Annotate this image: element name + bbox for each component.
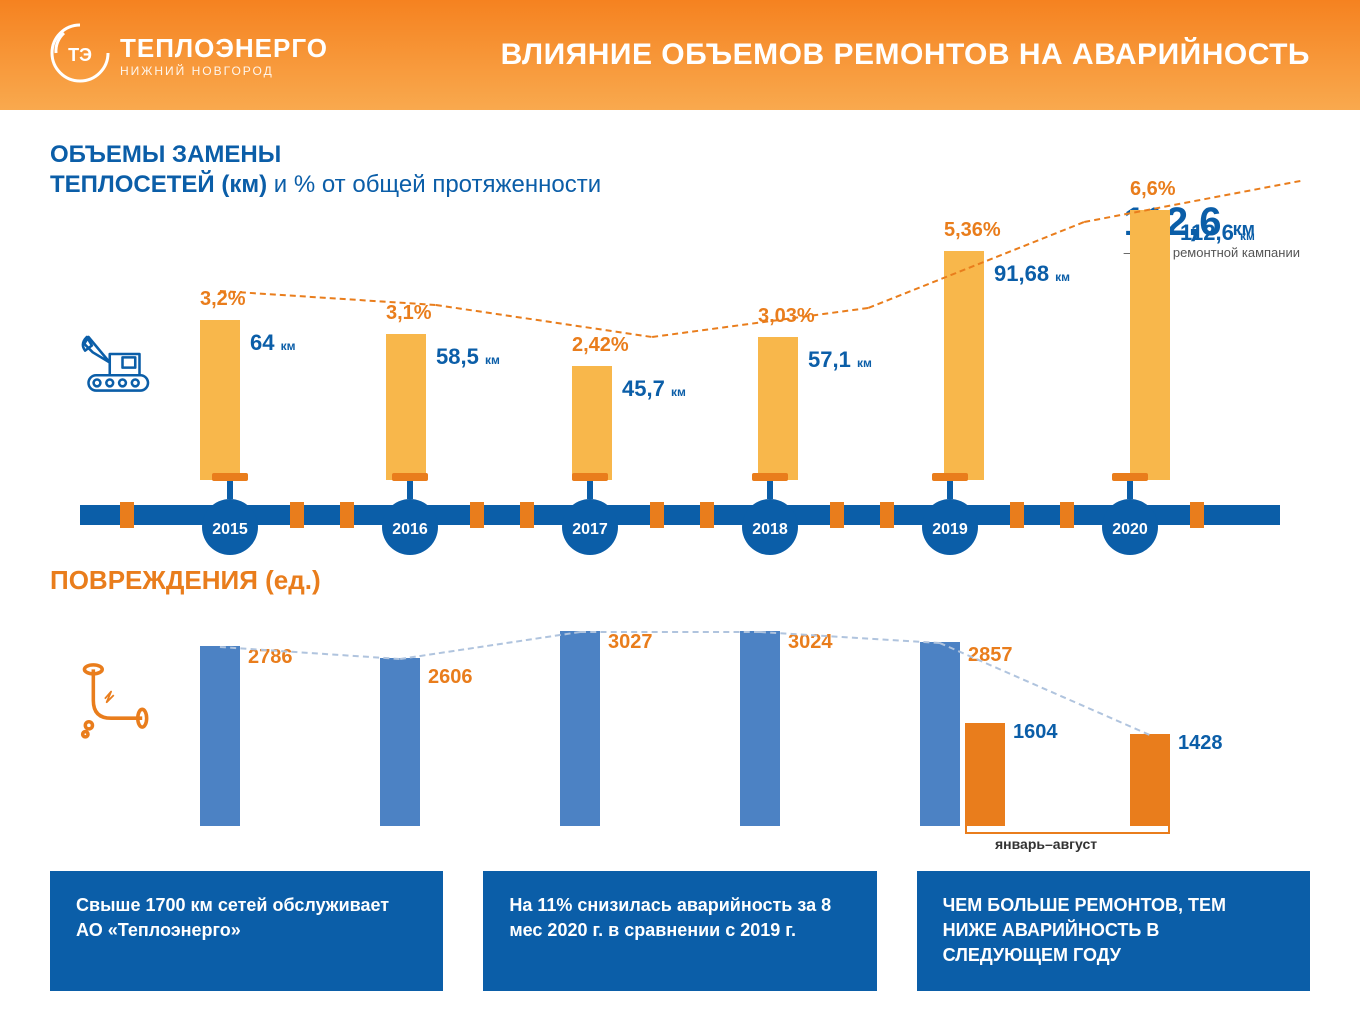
pipe-axis: 2015 2016 2017 2018 2019 2020 xyxy=(80,480,1280,540)
replacement-bar-2017: 2,42% 45,7 км xyxy=(542,200,692,480)
pipe-connector xyxy=(290,502,304,528)
km-label: 45,7 км xyxy=(622,376,686,402)
replacement-bar-2016: 3,1%58,5 км xyxy=(356,200,506,480)
pipe-connector xyxy=(120,502,134,528)
damage-trend-segment xyxy=(220,646,400,660)
header: ТЭ ТЕПЛОЭНЕРГО НИЖНИЙ НОВГОРОД ВЛИЯНИЕ О… xyxy=(0,0,1360,110)
damage-value-label: 2606 xyxy=(428,666,473,689)
valve-handle-icon xyxy=(392,473,428,481)
damage-bar-6: 1428 xyxy=(1130,626,1170,826)
broken-pipe-icon xyxy=(80,656,160,746)
damage-trend-segment xyxy=(760,631,940,644)
year-label: 2016 xyxy=(380,521,440,539)
damage-bar-2: 3027 xyxy=(560,626,600,826)
year-valve-2016: 2016 xyxy=(380,495,440,555)
fact-boxes: Свыше 1700 км сетей обслуживает АО «Тепл… xyxy=(50,871,1310,991)
year-valve-2018: 2018 xyxy=(740,495,800,555)
damage-bar-0: 2786 xyxy=(200,626,240,826)
valve-handle-icon xyxy=(752,473,788,481)
damage-value-label: 3027 xyxy=(608,631,653,654)
replacement-bar-2015: 3,2%64 км xyxy=(170,200,320,480)
bar xyxy=(572,366,612,480)
pipe-connector xyxy=(1010,502,1024,528)
valve-handle-icon xyxy=(212,473,248,481)
year-label: 2017 xyxy=(560,521,620,539)
replacement-bar-2019: 5,36%91,68 км xyxy=(914,200,1064,480)
fact-box-3: ЧЕМ БОЛЬШЕ РЕМОНТОВ, ТЕМ НИЖЕ АВАРИЙНОСТ… xyxy=(917,871,1310,991)
km-label: 57,1 км xyxy=(808,347,872,373)
year-valve-2015: 2015 xyxy=(200,495,260,555)
km-label: 64 км xyxy=(250,330,295,356)
damage-bar-3: 3024 xyxy=(740,626,780,826)
fact-box-2: На 11% снизилась аварийность за 8 мес 20… xyxy=(483,871,876,991)
period-label: январь–август xyxy=(995,836,1097,852)
percent-label: 5,36% xyxy=(944,219,1001,242)
year-label: 2015 xyxy=(200,521,260,539)
period-bracket xyxy=(965,816,1170,834)
replacement-bar-2018: 3,03%57,1 км xyxy=(728,200,878,480)
logo-subtitle: НИЖНИЙ НОВГОРОД xyxy=(120,64,328,78)
pipe-connector xyxy=(880,502,894,528)
replacement-chart-title: ОБЪЕМЫ ЗАМЕНЫ ТЕПЛОСЕТЕЙ (км) и % от общ… xyxy=(50,140,1310,200)
pipe-connector xyxy=(470,502,484,528)
year-label: 2020 xyxy=(1100,521,1160,539)
percent-label: 6,6% xyxy=(1130,178,1176,201)
logo-mark-icon: ТЭ xyxy=(50,23,110,88)
damage-trend-segment xyxy=(400,631,580,660)
pipe-connector xyxy=(650,502,664,528)
bar xyxy=(200,320,240,480)
page-title: ВЛИЯНИЕ ОБЪЕМОВ РЕМОНТОВ НА АВАРИЙНОСТЬ xyxy=(501,38,1310,72)
pipe-connector xyxy=(700,502,714,528)
pipe-connector xyxy=(1190,502,1204,528)
km-label: 58,5 км xyxy=(436,344,500,370)
replacement-bar-2020: 6,6%112,6 км xyxy=(1100,200,1250,480)
excavator-icon xyxy=(80,320,165,400)
km-label: 112,6 км xyxy=(1180,220,1255,246)
logo-mark-text: ТЭ xyxy=(68,45,92,65)
pipe-connector xyxy=(830,502,844,528)
year-valve-2017: 2017 xyxy=(560,495,620,555)
pipe-connector xyxy=(520,502,534,528)
damage-bar-4: 2857 xyxy=(920,626,960,826)
logo: ТЭ ТЕПЛОЭНЕРГО НИЖНИЙ НОВГОРОД xyxy=(50,23,328,88)
year-label: 2018 xyxy=(740,521,800,539)
valve-handle-icon xyxy=(1112,473,1148,481)
valve-handle-icon xyxy=(572,473,608,481)
damage-chart-title: ПОВРЕЖДЕНИЯ (ед.) xyxy=(50,565,1310,596)
pipe-connector xyxy=(1060,502,1074,528)
damage-trend-segment xyxy=(580,631,760,633)
logo-name: ТЕПЛОЭНЕРГО xyxy=(120,33,328,64)
fact-box-1: Свыше 1700 км сетей обслуживает АО «Тепл… xyxy=(50,871,443,991)
bar xyxy=(386,334,426,480)
replacement-chart: 112,6 км — план ремонтной кампании 3,2%6… xyxy=(50,200,1310,540)
km-label: 91,68 км xyxy=(994,261,1070,287)
damage-value-label: 1604 xyxy=(1013,721,1058,744)
year-valve-2020: 2020 xyxy=(1100,495,1160,555)
bar xyxy=(944,251,984,480)
bar xyxy=(1130,210,1170,480)
valve-handle-icon xyxy=(932,473,968,481)
damage-value-label: 1428 xyxy=(1178,732,1223,755)
damage-chart: 2786260630273024285716041428январь–авгус… xyxy=(50,596,1310,826)
pipe-connector xyxy=(340,502,354,528)
bar xyxy=(758,337,798,480)
percent-label: 2,42% xyxy=(572,334,629,357)
year-valve-2019: 2019 xyxy=(920,495,980,555)
year-label: 2019 xyxy=(920,521,980,539)
percent-label: 3,1% xyxy=(386,302,432,325)
